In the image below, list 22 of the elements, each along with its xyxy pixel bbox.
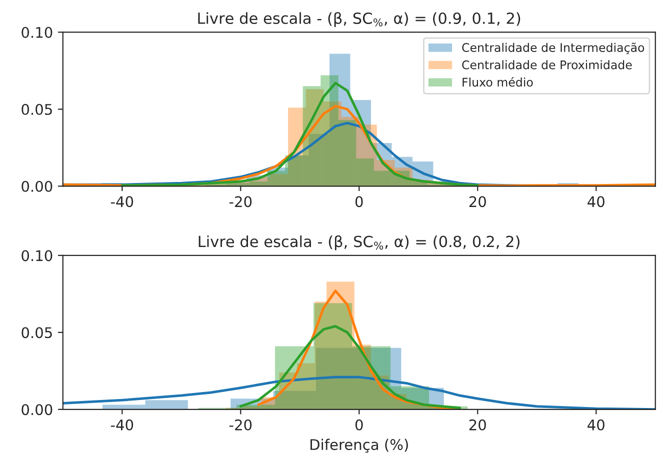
x-tick-label: -20 (229, 196, 252, 208)
x-tick-label: 40 (588, 196, 604, 208)
x-tick-label: 0 (355, 196, 363, 208)
x-tick-label: 20 (469, 419, 486, 430)
x-tick-label: 20 (469, 196, 486, 208)
y-tick-label: 0.05 (22, 104, 52, 115)
y-tick-label: 0.00 (22, 180, 52, 192)
legend-label: Centralidade de Intermediação (462, 42, 644, 54)
x-tick-label: -40 (110, 196, 134, 208)
x-tick-label: 0 (355, 419, 363, 430)
x-tick-label: 40 (588, 419, 604, 430)
y-tick-label: 0.10 (22, 26, 52, 38)
x-tick-label: -40 (110, 419, 134, 430)
y-tick-label: 0.05 (22, 327, 52, 338)
legend-label: Fluxo médio (462, 77, 533, 87)
chart-title: Livre de escala - (β, SC$_{%}$, α) = (0.8, 0.2, 2) (198, 235, 520, 250)
y-tick-label: 0.10 (22, 250, 52, 262)
legend-label: Centralidade de Proximidade (462, 60, 632, 70)
x-axis-title: Diferença (%) (310, 438, 408, 453)
x-tick-label: -20 (229, 419, 252, 430)
chart-title: Livre de escala - (β, SC$_{%}$, α) = (0.9, 0.1, 2) (198, 12, 520, 27)
y-tick-label: 0.00 (22, 404, 52, 416)
